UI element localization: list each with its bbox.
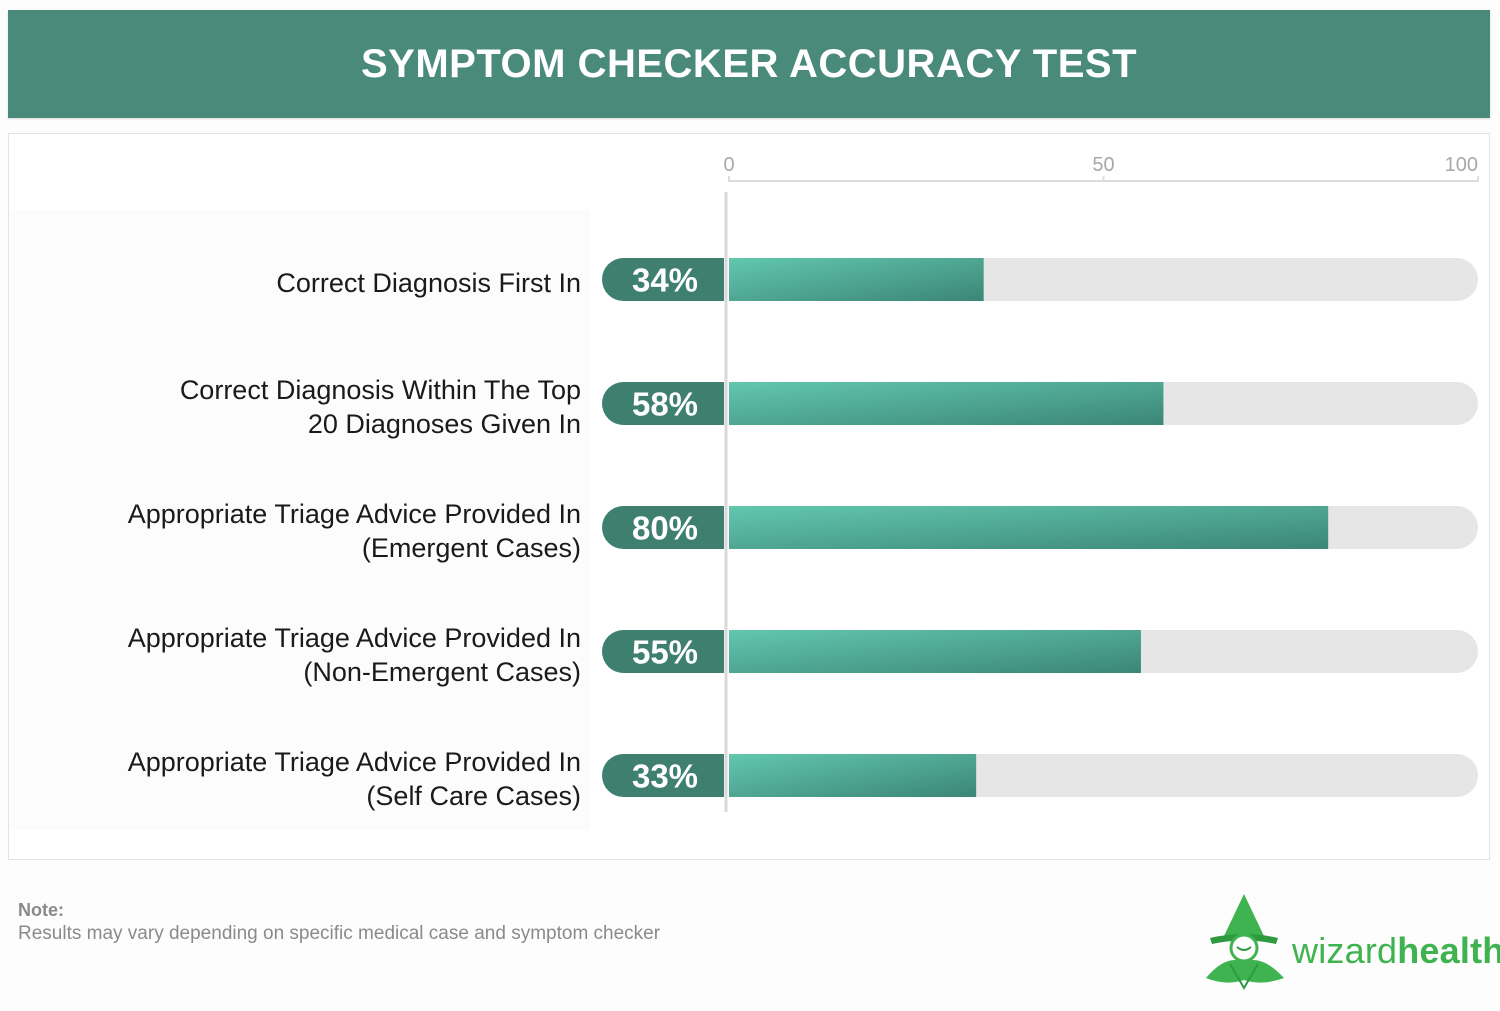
- category-label: Appropriate Triage Advice Provided In (Em…: [21, 497, 581, 565]
- x-tick-label: 50: [1092, 154, 1114, 176]
- data-label: 55%: [632, 634, 698, 671]
- bar: [729, 258, 984, 301]
- x-axis: 0 50 100: [723, 154, 1479, 812]
- wizard-hat-icon: [1206, 894, 1284, 990]
- note-title: Note:: [18, 900, 64, 920]
- bar-row: 80%: [602, 506, 1478, 549]
- category-label-line: Correct Diagnosis Within The Top: [179, 374, 581, 405]
- x-tick-label: 100: [1445, 154, 1478, 176]
- note-text: Results may vary depending on specific m…: [18, 923, 661, 944]
- logo-prefix: wizard: [1292, 930, 1398, 971]
- value-pill-edge: [681, 630, 724, 673]
- logo-suffix: health: [1397, 930, 1500, 971]
- category-label: Appropriate Triage Advice Provided In (Se…: [21, 745, 581, 813]
- value-pill-edge: [681, 754, 724, 797]
- bar-row: 33%: [602, 754, 1478, 797]
- category-label-line: 20 Diagnoses Given In: [307, 408, 581, 439]
- category-label: Correct Diagnosis Within The Top 20 Diagn…: [21, 373, 581, 441]
- bars-group: 34% 58% 80% 55% 33%: [602, 258, 1478, 797]
- logo-wordmark: wizardhealth: [1292, 930, 1500, 972]
- category-label-line: Appropriate Triage Advice Provided In: [127, 498, 581, 529]
- data-label: 58%: [632, 386, 698, 423]
- category-label-line: (Self Care Cases): [366, 780, 581, 811]
- data-label: 80%: [632, 510, 698, 547]
- value-pill-edge: [681, 258, 724, 301]
- category-label-line: Appropriate Triage Advice Provided In: [127, 746, 581, 777]
- data-label: 34%: [632, 262, 698, 299]
- bar: [729, 754, 977, 797]
- bar: [729, 630, 1141, 673]
- value-pill-edge: [681, 506, 724, 549]
- category-label-line: Correct Diagnosis First In: [276, 267, 581, 298]
- bar-row: 55%: [602, 630, 1478, 673]
- bar: [729, 506, 1329, 549]
- bar-row: 58%: [602, 382, 1478, 425]
- value-pill-edge: [681, 382, 724, 425]
- x-tick-label: 0: [723, 154, 734, 176]
- category-label-line: (Non-Emergent Cases): [303, 656, 581, 687]
- wizardhealth-logo: wizardhealth: [1200, 890, 1500, 990]
- category-label: Correct Diagnosis First In: [21, 266, 581, 300]
- note-block: Note: Results may vary depending on spec…: [18, 898, 660, 946]
- data-label: 33%: [632, 758, 698, 795]
- bar: [729, 382, 1164, 425]
- category-label: Appropriate Triage Advice Provided In (No…: [21, 621, 581, 689]
- category-label-line: Appropriate Triage Advice Provided In: [127, 622, 581, 653]
- title-banner: SYMPTOM CHECKER ACCURACY TEST: [8, 10, 1490, 118]
- bar-row: 34%: [602, 258, 1478, 301]
- page-title: SYMPTOM CHECKER ACCURACY TEST: [360, 41, 1138, 86]
- category-label-line: (Emergent Cases): [361, 532, 581, 563]
- label-column-background: [10, 210, 590, 830]
